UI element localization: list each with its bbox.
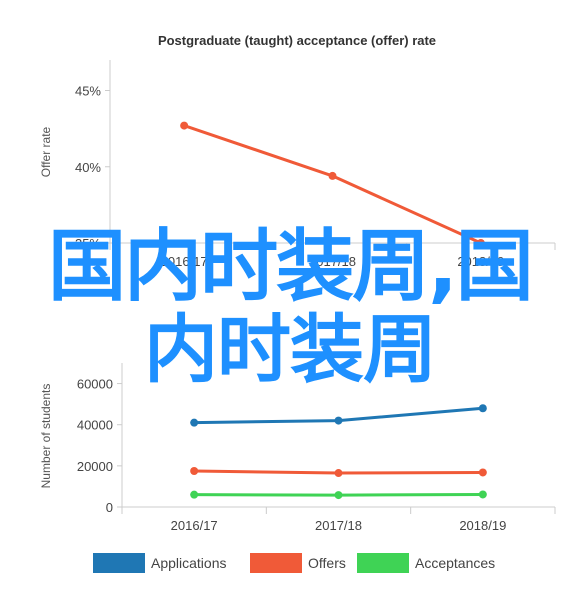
- y-tick-label: 45%: [75, 84, 101, 99]
- data-point[interactable]: [476, 239, 485, 247]
- legend-swatch: [93, 553, 145, 573]
- students-y-axis-label: Number of students: [39, 384, 53, 489]
- data-point[interactable]: [190, 467, 199, 475]
- data-point[interactable]: [478, 468, 487, 477]
- x-tick-label: 2018/19: [457, 254, 504, 269]
- series-line-0: [183, 124, 482, 245]
- y-tick-label: 40%: [75, 160, 101, 175]
- data-point[interactable]: [190, 418, 199, 427]
- y-tick-label: 0: [106, 500, 113, 515]
- data-point[interactable]: [478, 490, 487, 499]
- y-tick-label: 20000: [77, 459, 113, 474]
- y-tick-label: 35%: [75, 236, 101, 251]
- x-tick-label: 2016/17: [161, 254, 208, 269]
- legend-label[interactable]: Applications: [151, 555, 227, 571]
- data-point[interactable]: [334, 491, 343, 500]
- y-tick-label: 60000: [77, 377, 113, 392]
- x-tick-label: 2016/17: [171, 518, 218, 533]
- x-tick-label: 2018/19: [459, 518, 506, 533]
- data-point[interactable]: [478, 404, 487, 413]
- data-point[interactable]: [334, 416, 343, 425]
- data-point[interactable]: [180, 121, 189, 130]
- legend-label[interactable]: Acceptances: [415, 555, 495, 571]
- data-point[interactable]: [328, 171, 337, 180]
- offer-rate-chart-title: Postgraduate (taught) acceptance (offer)…: [158, 33, 436, 48]
- legend-swatch: [357, 553, 409, 573]
- data-point[interactable]: [190, 490, 199, 499]
- x-tick-label: 2017/18: [315, 518, 362, 533]
- students-chart: Number of students 0 20000 40000 60000 2016/…: [39, 363, 556, 573]
- x-tick-label: 2017/18: [309, 254, 356, 269]
- legend-label[interactable]: Offers: [308, 555, 346, 571]
- y-tick-label: 40000: [77, 418, 113, 433]
- offer-rate-chart: Postgraduate (taught) acceptance (offer)…: [39, 33, 556, 269]
- data-point[interactable]: [334, 469, 343, 478]
- legend-swatch: [250, 553, 302, 573]
- offer-rate-y-axis-label: Offer rate: [39, 126, 53, 177]
